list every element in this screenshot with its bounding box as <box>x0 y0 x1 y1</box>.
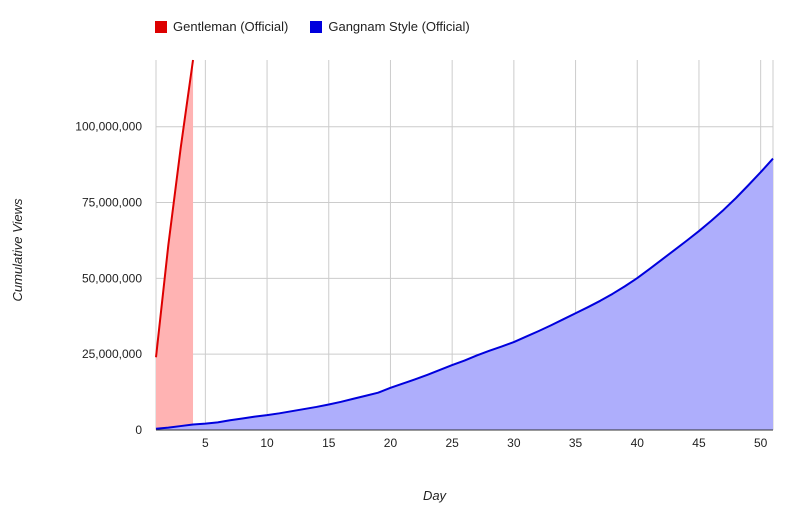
y-axis-title: Cumulative Views <box>10 198 25 302</box>
x-tick-label: 35 <box>569 436 583 450</box>
legend-item-gentleman[interactable]: Gentleman (Official) <box>155 19 288 34</box>
x-tick-label: 25 <box>445 436 459 450</box>
legend-label-gentleman: Gentleman (Official) <box>173 19 289 34</box>
x-tick-label: 5 <box>202 436 209 450</box>
x-tick-label: 30 <box>507 436 521 450</box>
legend-item-gangnam[interactable]: Gangnam Style (Official) <box>310 19 470 34</box>
x-tick-label: 40 <box>631 436 645 450</box>
x-tick-label: 50 <box>754 436 768 450</box>
legend-swatch-gentleman <box>155 20 167 33</box>
x-tick-label: 10 <box>260 436 274 450</box>
legend-label-gangnam: Gangnam Style (Official) <box>328 19 470 34</box>
series-area-0 <box>156 60 194 430</box>
legend-swatch-gangnam <box>310 20 323 33</box>
series-area-1 <box>156 158 773 431</box>
x-axis-title: Day <box>423 488 448 503</box>
y-tick-label: 50,000,000 <box>82 271 142 285</box>
series-line-0 <box>155 59 195 358</box>
y-tick-label: 25,000,000 <box>82 347 142 361</box>
y-tick-label: 75,000,000 <box>82 196 142 210</box>
y-tick-label: 0 <box>135 423 142 437</box>
x-tick-label: 15 <box>322 436 336 450</box>
x-tick-label: 45 <box>692 436 706 450</box>
y-tick-label: 100,000,000 <box>75 120 142 134</box>
series-line-1 <box>155 157 774 430</box>
legend: Gentleman (Official) Gangnam Style (Offi… <box>155 19 492 34</box>
x-tick-label: 20 <box>384 436 398 450</box>
